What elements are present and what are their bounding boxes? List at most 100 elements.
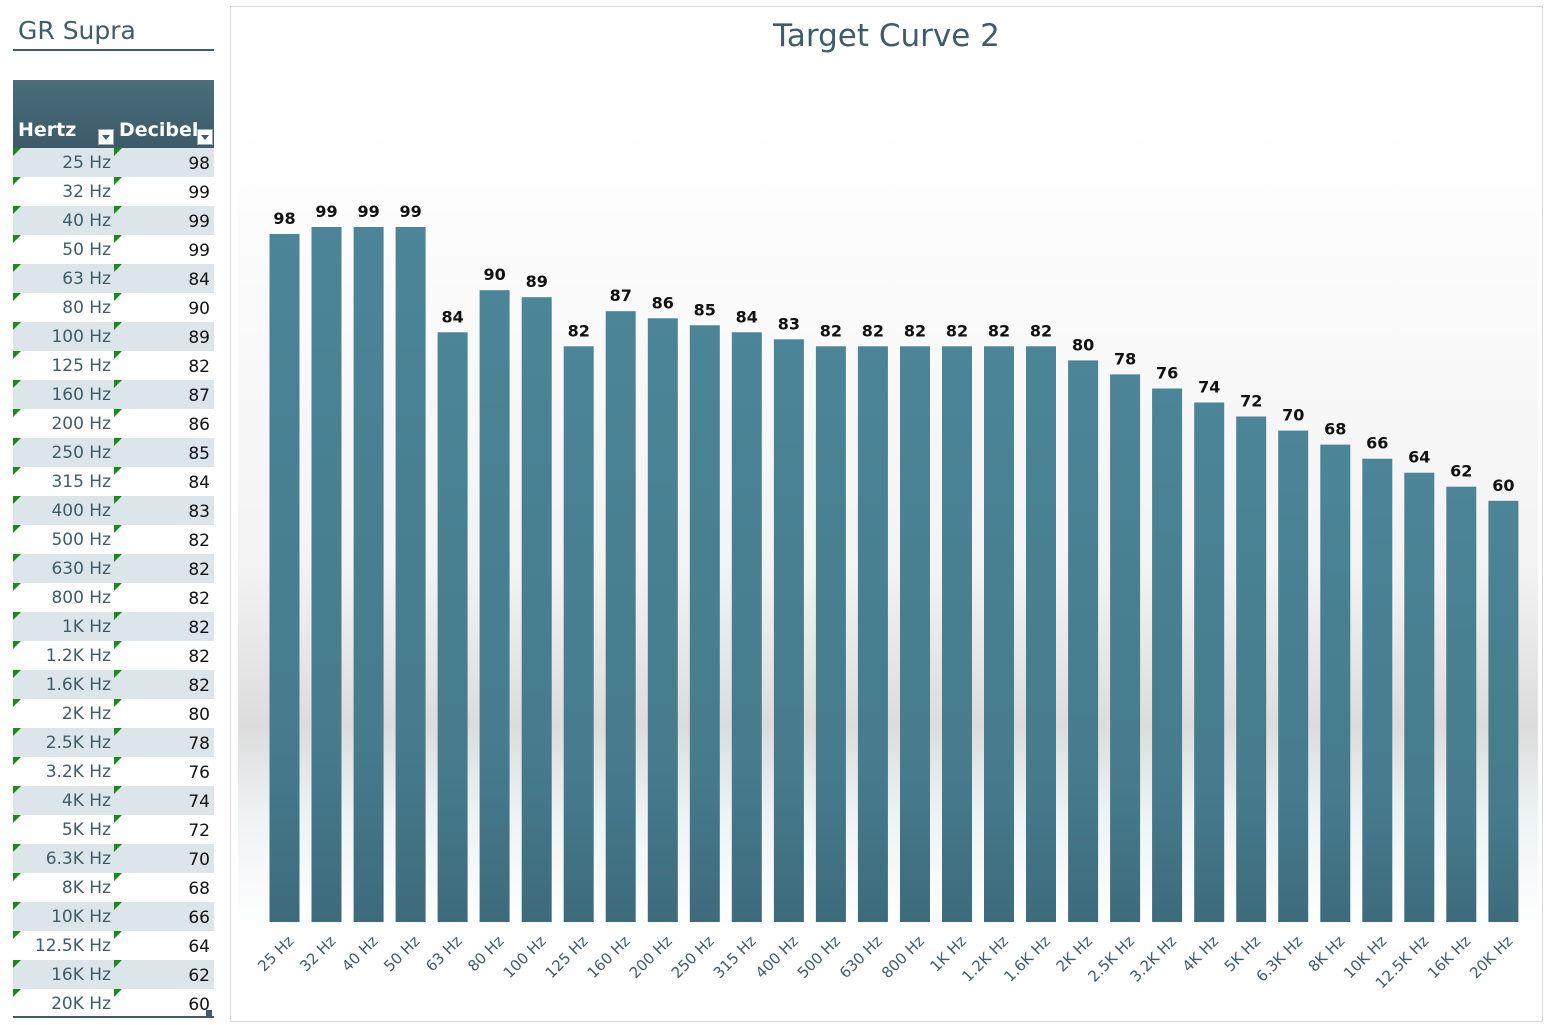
decibel-cell[interactable]: 84: [188, 270, 210, 290]
bar-29[interactable]: [1488, 500, 1519, 922]
bar-16[interactable]: [942, 346, 972, 922]
bar-5[interactable]: [479, 290, 510, 922]
hertz-cell[interactable]: 2K Hz: [61, 704, 111, 724]
hertz-cell[interactable]: 315 Hz: [51, 472, 111, 492]
decibel-cell[interactable]: 72: [188, 821, 210, 841]
hertz-cell[interactable]: 50 Hz: [62, 240, 111, 260]
decibel-cell[interactable]: 74: [188, 792, 210, 812]
hertz-cell[interactable]: 800 Hz: [51, 588, 111, 608]
hertz-cell[interactable]: 5K Hz: [61, 820, 111, 840]
bar-18[interactable]: [1026, 346, 1056, 922]
table-row[interactable]: 1.6K Hz 82: [13, 670, 214, 699]
table-row[interactable]: 200 Hz 86: [13, 409, 214, 438]
hertz-cell[interactable]: 40 Hz: [62, 211, 111, 231]
bar-6[interactable]: [521, 297, 552, 922]
decibel-cell[interactable]: 90: [188, 299, 210, 319]
bar-1[interactable]: [311, 227, 342, 922]
decibel-cell[interactable]: 80: [188, 705, 210, 725]
decibel-cell[interactable]: 76: [188, 763, 210, 783]
decibel-cell[interactable]: 70: [188, 850, 210, 870]
decibel-cell[interactable]: 99: [188, 212, 210, 232]
bar-10[interactable]: [689, 325, 720, 922]
hertz-filter-dropdown-icon[interactable]: [98, 129, 114, 145]
hertz-cell[interactable]: 20K Hz: [51, 994, 111, 1014]
table-row[interactable]: 2.5K Hz 78: [13, 728, 214, 757]
bar-19[interactable]: [1068, 360, 1099, 922]
table-row[interactable]: 40 Hz 99: [13, 206, 214, 235]
table-row[interactable]: 80 Hz 90: [13, 293, 214, 322]
decibel-cell[interactable]: 82: [188, 676, 210, 696]
decibel-cell[interactable]: 82: [188, 560, 210, 580]
decibel-cell[interactable]: 89: [188, 328, 210, 348]
decibel-cell[interactable]: 82: [188, 618, 210, 638]
hertz-cell[interactable]: 500 Hz: [51, 530, 111, 550]
bar-7[interactable]: [563, 346, 594, 922]
table-resize-handle[interactable]: [206, 1010, 212, 1016]
bar-0[interactable]: [269, 234, 300, 922]
hertz-cell[interactable]: 12.5K Hz: [34, 936, 111, 956]
decibel-cell[interactable]: 84: [188, 473, 210, 493]
bar-27[interactable]: [1404, 472, 1435, 922]
decibel-cell[interactable]: 85: [188, 444, 210, 464]
decibel-cell[interactable]: 98: [188, 154, 210, 174]
table-row[interactable]: 25 Hz 98: [13, 148, 214, 177]
hertz-cell[interactable]: 1K Hz: [61, 617, 111, 637]
table-row[interactable]: 50 Hz 99: [13, 235, 214, 264]
hertz-cell[interactable]: 630 Hz: [51, 559, 111, 579]
bar-4[interactable]: [437, 332, 468, 922]
decibel-cell[interactable]: 82: [188, 357, 210, 377]
bar-22[interactable]: [1194, 402, 1225, 923]
hertz-cell[interactable]: 80 Hz: [62, 298, 111, 318]
bar-14[interactable]: [857, 346, 888, 922]
table-row[interactable]: 1.2K Hz 82: [13, 641, 214, 670]
decibel-cell[interactable]: 68: [188, 879, 210, 899]
table-row[interactable]: 6.3K Hz 70: [13, 844, 214, 873]
hertz-cell[interactable]: 125 Hz: [51, 356, 111, 376]
bar-28[interactable]: [1446, 486, 1477, 922]
bar-21[interactable]: [1152, 388, 1183, 923]
table-row[interactable]: 5K Hz 72: [13, 815, 214, 844]
table-row[interactable]: 125 Hz 82: [13, 351, 214, 380]
decibel-cell[interactable]: 82: [188, 531, 210, 551]
hertz-cell[interactable]: 4K Hz: [61, 791, 111, 811]
bar-17[interactable]: [984, 346, 1014, 922]
decibel-cell[interactable]: 82: [188, 589, 210, 609]
table-row[interactable]: 400 Hz 83: [13, 496, 214, 525]
decibel-filter-dropdown-icon[interactable]: [197, 129, 213, 145]
decibel-cell[interactable]: 86: [188, 415, 210, 435]
table-row[interactable]: 3.2K Hz 76: [13, 757, 214, 786]
table-row[interactable]: 8K Hz 68: [13, 873, 214, 902]
bar-3[interactable]: [395, 227, 426, 922]
hertz-cell[interactable]: 2.5K Hz: [45, 733, 111, 753]
table-row[interactable]: 4K Hz 74: [13, 786, 214, 815]
hertz-cell[interactable]: 100 Hz: [51, 327, 111, 347]
bar-2[interactable]: [353, 227, 384, 922]
table-row[interactable]: 500 Hz 82: [13, 525, 214, 554]
table-row[interactable]: 12.5K Hz 64: [13, 931, 214, 960]
table-row[interactable]: 800 Hz 82: [13, 583, 214, 612]
decibel-cell[interactable]: 62: [188, 966, 210, 986]
hertz-cell[interactable]: 200 Hz: [51, 414, 111, 434]
bar-9[interactable]: [647, 318, 678, 922]
table-row[interactable]: 10K Hz 66: [13, 902, 214, 931]
decibel-cell[interactable]: 99: [188, 183, 210, 203]
bar-23[interactable]: [1236, 416, 1267, 923]
bar-11[interactable]: [731, 332, 762, 922]
bar-15[interactable]: [900, 346, 930, 922]
decibel-cell[interactable]: 64: [188, 937, 210, 957]
decibel-cell[interactable]: 60: [188, 995, 210, 1015]
hertz-cell[interactable]: 3.2K Hz: [45, 762, 111, 782]
table-row[interactable]: 2K Hz 80: [13, 699, 214, 728]
hertz-cell[interactable]: 1.2K Hz: [45, 646, 111, 666]
bar-25[interactable]: [1320, 444, 1351, 922]
bar-8[interactable]: [605, 311, 636, 922]
decibel-cell[interactable]: 66: [188, 908, 210, 928]
table-row[interactable]: 1K Hz 82: [13, 612, 214, 641]
decibel-cell[interactable]: 82: [188, 647, 210, 667]
bar-13[interactable]: [815, 346, 846, 922]
hertz-cell[interactable]: 63 Hz: [62, 269, 111, 289]
hertz-cell[interactable]: 250 Hz: [51, 443, 111, 463]
hertz-cell[interactable]: 6.3K Hz: [45, 849, 111, 869]
decibel-cell[interactable]: 87: [188, 386, 210, 406]
decibel-cell[interactable]: 83: [188, 502, 210, 522]
